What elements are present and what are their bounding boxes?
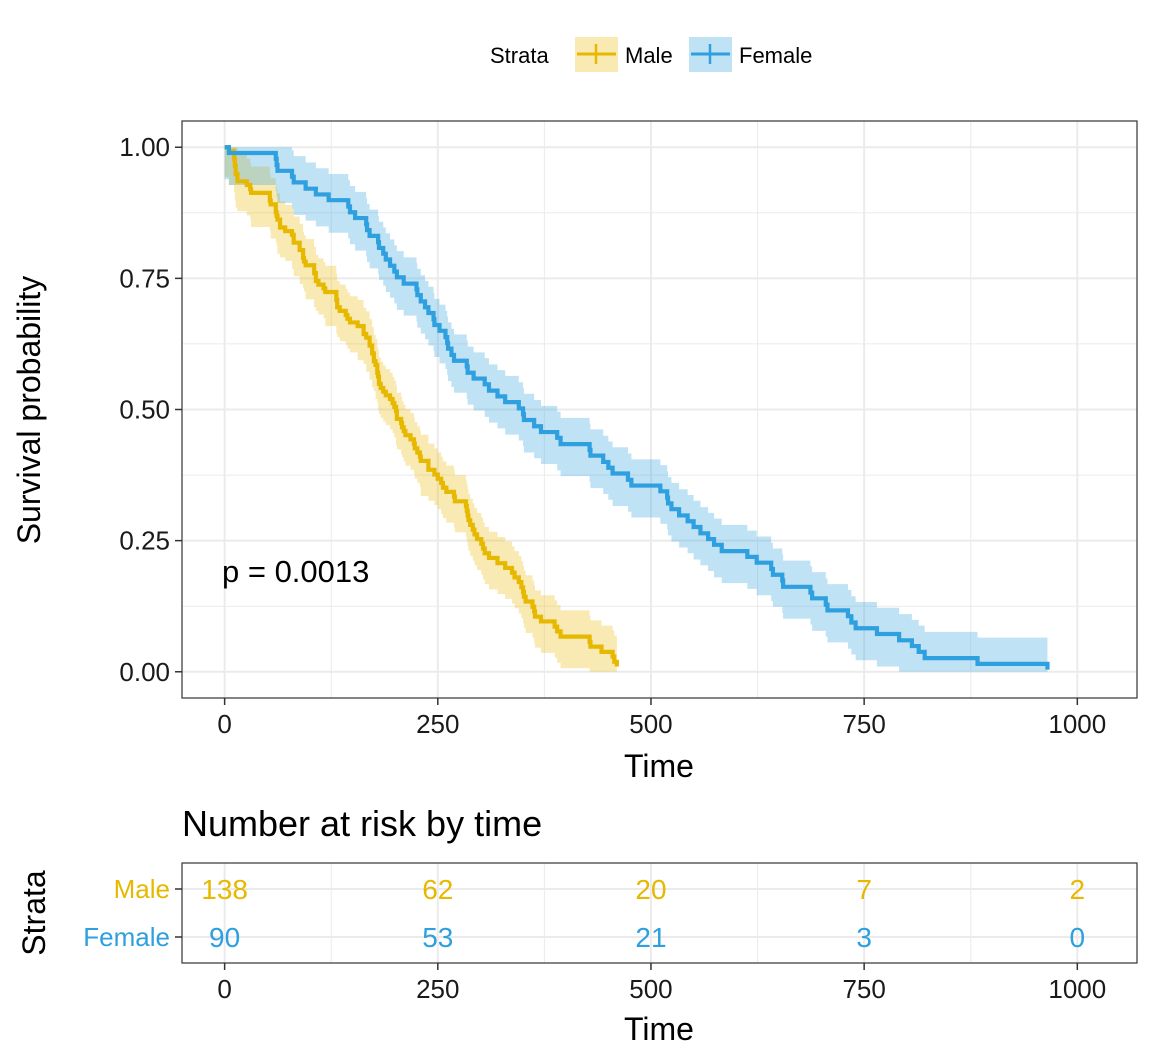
- legend-title: Strata: [490, 43, 549, 68]
- main-grid: [182, 121, 1137, 698]
- x-tick-label-3: 750: [842, 709, 885, 739]
- risk-count-male-0: 138: [201, 874, 248, 905]
- risk-x-axis: 0 250 500 750 1000: [217, 963, 1106, 1004]
- x-tick-label-1: 250: [416, 709, 459, 739]
- risk-x-tick-label-4: 1000: [1048, 974, 1106, 1004]
- risk-x-tick-label-2: 500: [629, 974, 672, 1004]
- risk-count-female-0: 90: [209, 922, 240, 953]
- survival-plot: 0.00 0.25 0.50 0.75 1.00 0 250 500 750 1000 p = …: [11, 120, 1138, 784]
- risk-count-female-4: 0: [1070, 922, 1086, 953]
- x-tick-label-0: 0: [217, 709, 231, 739]
- risk-x-axis-title: Time: [624, 1011, 694, 1047]
- x-tick-label-4: 1000: [1048, 709, 1106, 739]
- survival-curve-female: [224, 145, 1050, 670]
- y-tick-label-0: 0.00: [119, 657, 170, 687]
- legend-label-female: Female: [739, 43, 812, 68]
- survival-curves: [224, 145, 1050, 670]
- risk-count-female-1: 53: [422, 922, 453, 953]
- y-axis: 0.00 0.25 0.50 0.75 1.00: [119, 132, 182, 687]
- risk-grid: [182, 863, 1137, 963]
- legend-label-male: Male: [625, 43, 673, 68]
- x-axis: 0 250 500 750 1000: [217, 698, 1106, 739]
- y-tick-label-1: 0.25: [119, 526, 170, 556]
- ci-band-male: [224, 147, 617, 672]
- risk-count-female-3: 3: [856, 922, 872, 953]
- y-axis-title: Survival probability: [11, 276, 47, 545]
- risk-strata-labels: Male Female: [83, 874, 182, 952]
- risk-y-axis-title: Strata: [16, 870, 52, 956]
- x-tick-label-2: 500: [629, 709, 672, 739]
- risk-strata-label-female: Female: [83, 922, 170, 952]
- risk-table: Number at risk by time 138 62 20 7 2 90 53 21 3 0…: [16, 803, 1138, 1047]
- ci-band-female: [224, 147, 1048, 672]
- x-axis-title: Time: [624, 748, 694, 784]
- risk-count-male-3: 7: [856, 874, 872, 905]
- risk-panel-border: [181, 862, 1138, 964]
- risk-counts: 138 62 20 7 2 90 53 21 3 0: [201, 874, 1085, 953]
- risk-count-female-2: 21: [635, 922, 666, 953]
- risk-x-tick-label-3: 750: [842, 974, 885, 1004]
- risk-count-male-4: 2: [1070, 874, 1086, 905]
- risk-count-male-2: 20: [635, 874, 666, 905]
- risk-count-male-1: 62: [422, 874, 453, 905]
- y-tick-label-4: 1.00: [119, 132, 170, 162]
- legend-item-female: Female: [689, 37, 812, 72]
- risk-x-tick-label-0: 0: [217, 974, 231, 1004]
- legend: Strata Male Female: [490, 37, 812, 72]
- y-tick-label-3: 0.75: [119, 263, 170, 293]
- risk-table-title: Number at risk by time: [182, 803, 542, 844]
- survival-curve-male: [224, 145, 619, 667]
- risk-x-tick-label-1: 250: [416, 974, 459, 1004]
- y-tick-label-2: 0.50: [119, 395, 170, 425]
- legend-item-male: Male: [575, 37, 673, 72]
- p-value-annotation: p = 0.0013: [222, 554, 369, 589]
- risk-strata-label-male: Male: [114, 874, 170, 904]
- confidence-bands: [224, 147, 1048, 672]
